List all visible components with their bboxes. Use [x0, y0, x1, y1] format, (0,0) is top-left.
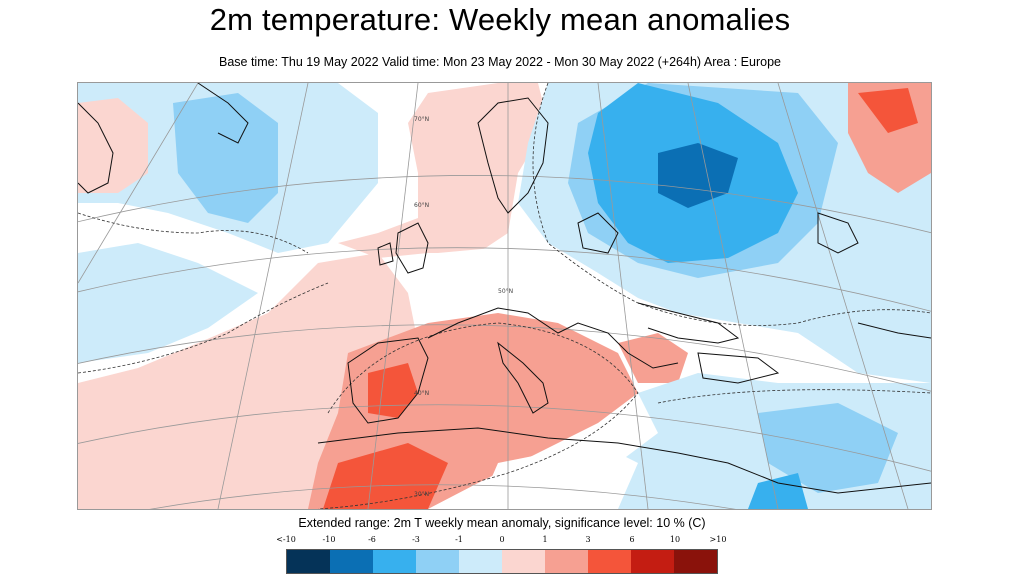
legend-swatch	[502, 550, 545, 573]
significance-contours	[78, 83, 931, 509]
legend-tick: -10	[322, 535, 336, 544]
legend-swatch	[287, 550, 330, 573]
legend-tick: >10	[709, 535, 727, 544]
south-neutral-region	[478, 443, 638, 509]
legend-tick: 1	[542, 535, 548, 544]
graticule-labels: 70°N 60°N 50°N 40°N 30°N	[414, 116, 513, 498]
legend-tick: 0	[499, 535, 505, 544]
north-atlantic-warm-band	[338, 83, 548, 258]
legend-swatch	[459, 550, 502, 573]
northeast-warm-core	[858, 88, 918, 133]
labrador-warm-patch	[78, 98, 148, 193]
anomaly-map: 70°N 60°N 50°N 40°N 30°N	[77, 82, 932, 510]
lat-label-30: 30°N	[414, 491, 429, 498]
legend-swatch	[416, 550, 459, 573]
lat-label-70: 70°N	[414, 116, 429, 123]
east-med-cold-core	[748, 473, 808, 509]
west-cold-band	[78, 243, 258, 363]
legend-swatch	[545, 550, 588, 573]
legend-tick: 10	[669, 535, 681, 544]
legend-tick: 6	[629, 535, 635, 544]
lat-label-50: 50°N	[498, 288, 513, 295]
legend-colorbar	[286, 549, 718, 574]
legend-swatch	[631, 550, 674, 573]
legend-swatch	[373, 550, 416, 573]
graticule	[78, 83, 931, 509]
legend-tick: -1	[455, 535, 463, 544]
coastlines	[78, 83, 931, 494]
chart-subtitle: Base time: Thu 19 May 2022 Valid time: M…	[218, 55, 781, 69]
greenland-cold-core	[173, 93, 278, 223]
chart-title: 2m temperature: Weekly mean anomalies	[209, 2, 791, 37]
legend-tick: -6	[368, 535, 376, 544]
legend-swatch	[674, 550, 717, 573]
legend-swatch	[588, 550, 631, 573]
balkans-warm-patch	[618, 333, 688, 383]
southeast-cold-mid	[758, 403, 898, 493]
legend-swatch	[330, 550, 373, 573]
lat-label-40: 40°N	[414, 390, 429, 397]
lat-label-60: 60°N	[414, 202, 429, 209]
central-europe-neutral	[428, 243, 618, 333]
legend-tick-labels: <-10 -10 -6 -3 -1 0 1 3 6 10 >10	[276, 535, 726, 547]
legend-tick: <-10	[276, 535, 296, 544]
north-africa-warm-core	[323, 443, 448, 509]
legend-tick: 3	[585, 535, 591, 544]
legend-caption: Extended range: 2m T weekly mean anomaly…	[298, 516, 706, 530]
legend-tick: -3	[412, 535, 420, 544]
